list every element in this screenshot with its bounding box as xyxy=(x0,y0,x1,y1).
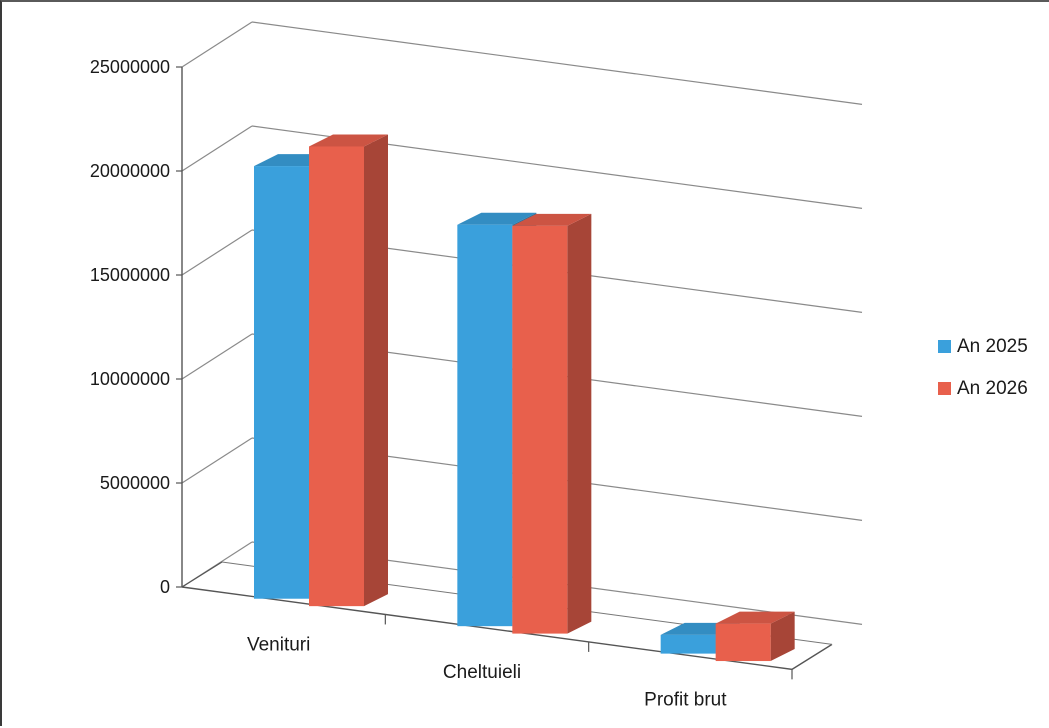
legend-swatch xyxy=(938,382,951,395)
y-tick-label: 10000000 xyxy=(90,369,170,389)
bar-top xyxy=(512,213,592,226)
bar-an-2026 xyxy=(309,134,388,607)
bar-top xyxy=(309,134,388,147)
legend-swatch xyxy=(938,340,951,353)
bar-front xyxy=(309,146,364,607)
bar-an-2026 xyxy=(715,611,795,662)
bar-side xyxy=(770,611,795,662)
bar-front xyxy=(715,623,771,662)
bar-an-2026 xyxy=(512,213,592,634)
chart-legend: An 2025 An 2026 xyxy=(938,336,1028,399)
bar-side xyxy=(567,213,592,634)
legend-label: An 2025 xyxy=(957,336,1028,357)
x-category-label: Venituri xyxy=(247,635,310,656)
bar-front xyxy=(457,224,513,627)
x-category-label: Profit brut xyxy=(644,690,727,711)
bar-front xyxy=(660,634,716,654)
chart-labels: 0 5000000 10000000 15000000 20000000 25000000… xyxy=(90,57,727,711)
gridline-side xyxy=(181,229,253,276)
bar-front xyxy=(512,225,568,634)
gridline xyxy=(251,21,863,105)
legend-label: An 2026 xyxy=(957,378,1028,399)
bar-top xyxy=(715,611,795,624)
x-category-label: Cheltuieli xyxy=(443,662,521,683)
y-tick-label: 5000000 xyxy=(100,473,170,493)
y-tick-label: 20000000 xyxy=(90,161,170,181)
gridline-side xyxy=(181,21,253,68)
floor-left-edge xyxy=(181,561,223,588)
y-tick-label: 15000000 xyxy=(90,265,170,285)
bar-front xyxy=(254,166,309,599)
gridline-side xyxy=(181,125,253,172)
chart-bars xyxy=(254,134,795,662)
gridline-side xyxy=(181,437,253,484)
bar-top xyxy=(457,212,537,225)
y-tick-label: 0 xyxy=(160,577,170,597)
gridline-side xyxy=(181,333,253,380)
bar-side xyxy=(364,134,388,607)
y-tick-label: 25000000 xyxy=(90,57,170,77)
